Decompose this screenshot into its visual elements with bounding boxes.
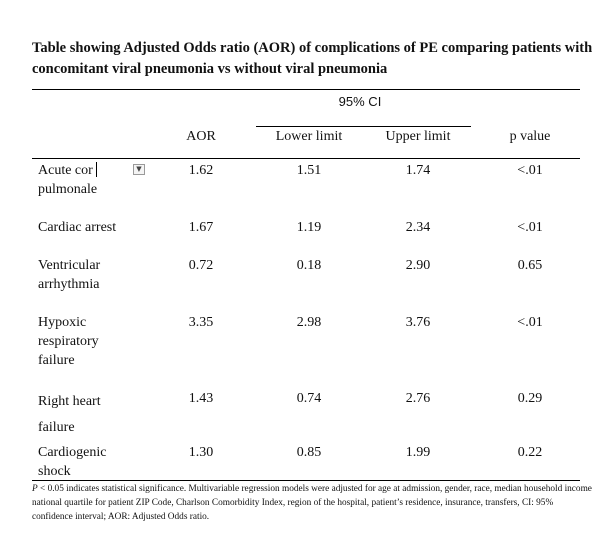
cell-p: 0.22 — [517, 445, 543, 460]
cell-p: <.01 — [517, 220, 543, 235]
cell-upper: 1.99 — [405, 445, 431, 460]
cell-lower: 1.51 — [296, 163, 322, 178]
ci-group-header: 95% CI — [338, 94, 382, 109]
header-bottom-rule — [32, 158, 580, 159]
row-label-right-heart-failure: Right heart failure — [38, 394, 101, 435]
row-label-ventricular-arrhythmia: Ventricular arrhythmia — [38, 258, 101, 292]
cell-aor: 1.30 — [188, 445, 214, 460]
footnote-text: < 0.05 indicates statistical significanc… — [32, 484, 592, 522]
cell-lower: 0.74 — [296, 391, 322, 406]
col-header-lower-limit: Lower limit — [275, 129, 343, 144]
dropdown-button[interactable]: ▼ — [133, 164, 145, 175]
ci-group-rule — [256, 126, 471, 127]
cell-p: <.01 — [517, 315, 543, 330]
text-cursor — [96, 162, 97, 177]
row-label-hypoxic-respiratory-failure: Hypoxic respiratory failure — [38, 315, 99, 368]
cell-lower: 0.85 — [296, 445, 322, 460]
cell-p: 0.29 — [517, 391, 543, 406]
cell-aor: 1.67 — [188, 220, 214, 235]
cell-lower: 1.19 — [296, 220, 322, 235]
cell-aor: 3.35 — [188, 315, 214, 330]
cell-aor: 0.72 — [188, 258, 214, 273]
cell-lower: 0.18 — [296, 258, 322, 273]
cell-aor: 1.62 — [188, 163, 214, 178]
cell-upper: 1.74 — [405, 163, 431, 178]
footnote-p-symbol: P — [32, 484, 38, 494]
cell-upper: 2.76 — [405, 391, 431, 406]
col-header-p-value: p value — [509, 129, 551, 144]
table-title: Table showing Adjusted Odds ratio (AOR) … — [32, 40, 593, 77]
row-label-cardiac-arrest: Cardiac arrest — [38, 220, 117, 235]
cell-upper: 3.76 — [405, 315, 431, 330]
table-footnote: P < 0.05 indicates statistical significa… — [32, 482, 592, 524]
col-header-aor: AOR — [186, 129, 216, 144]
table-top-rule — [32, 89, 580, 90]
cell-upper: 2.90 — [405, 258, 431, 273]
cell-aor: 1.43 — [188, 391, 214, 406]
col-header-upper-limit: Upper limit — [385, 129, 451, 144]
table-bottom-rule — [32, 480, 580, 481]
chevron-down-icon: ▼ — [136, 165, 142, 173]
row-label-acute-cor-pulmonale[interactable]: Acute cor pulmonale — [38, 163, 98, 197]
cell-upper: 2.34 — [405, 220, 431, 235]
row-label-cardiogenic-shock: Cardiogenic shock — [38, 445, 107, 479]
cell-lower: 2.98 — [296, 315, 322, 330]
cell-p: 0.65 — [517, 258, 543, 273]
cell-p: <.01 — [517, 163, 543, 178]
